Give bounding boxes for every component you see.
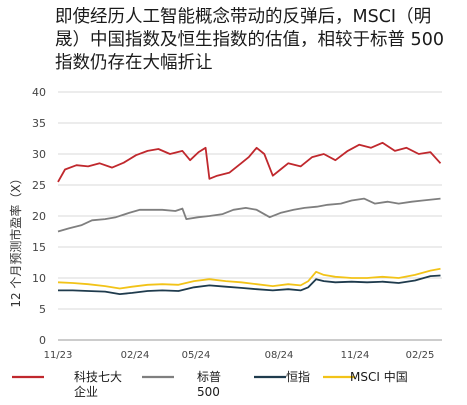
y-tick-label: 10 xyxy=(32,272,46,285)
series-line-2 xyxy=(58,274,441,295)
grid xyxy=(58,91,442,310)
title-line-2: 晟）中国指数及恒生指数的估值，相较于标普 500 xyxy=(55,30,444,50)
title-line-3: 指数仍存在大幅折让 xyxy=(55,53,213,73)
y-tick-label: 30 xyxy=(32,148,46,161)
x-axis-ticks: 11/23 02/24 05/24 08/24 11/24 02/25 xyxy=(44,350,435,361)
legend-label-1: 标普 xyxy=(197,370,221,384)
legend-label-2: 恒指 xyxy=(286,369,310,384)
x-tick-label: 02/24 xyxy=(121,350,150,361)
x-tick-label: 11/23 xyxy=(44,350,73,361)
legend-label-3: MSCI 中国 xyxy=(350,369,408,384)
x-tick-label: 05/24 xyxy=(182,350,211,361)
title-line-1: 即使经历人工智能概念带动的反弹后，MSCI（明 xyxy=(55,7,432,27)
chart-title: 即使经历人工智能概念带动的反弹后，MSCI（明 晟）中国指数及恒生指数的估值，相… xyxy=(55,6,460,75)
y-tick-label: 20 xyxy=(32,210,46,223)
y-axis-label: 12 个月预测市盈率（X） xyxy=(8,172,23,307)
legend-label-0: 科技七大 xyxy=(74,370,122,384)
y-tick-label: 40 xyxy=(32,86,46,99)
x-tick-label: 11/24 xyxy=(341,350,370,361)
y-tick-label: 5 xyxy=(39,303,46,316)
y-tick-label: 0 xyxy=(39,334,46,347)
legend-label-1: 500 xyxy=(197,385,220,399)
y-axis-ticks: 0 5 10 15 20 25 30 35 40 xyxy=(32,86,46,347)
y-tick-label: 15 xyxy=(32,241,46,254)
series-line-1 xyxy=(57,197,441,233)
x-tick-label: 08/24 xyxy=(265,350,294,361)
y-tick-label: 35 xyxy=(32,117,46,130)
y-tick-label: 25 xyxy=(32,179,46,192)
series-line-0 xyxy=(57,141,442,183)
legend-label-0: 企业 xyxy=(74,384,98,399)
series-lines xyxy=(57,141,442,295)
x-tick-label: 02/25 xyxy=(406,350,435,361)
series-line-3 xyxy=(57,267,441,290)
